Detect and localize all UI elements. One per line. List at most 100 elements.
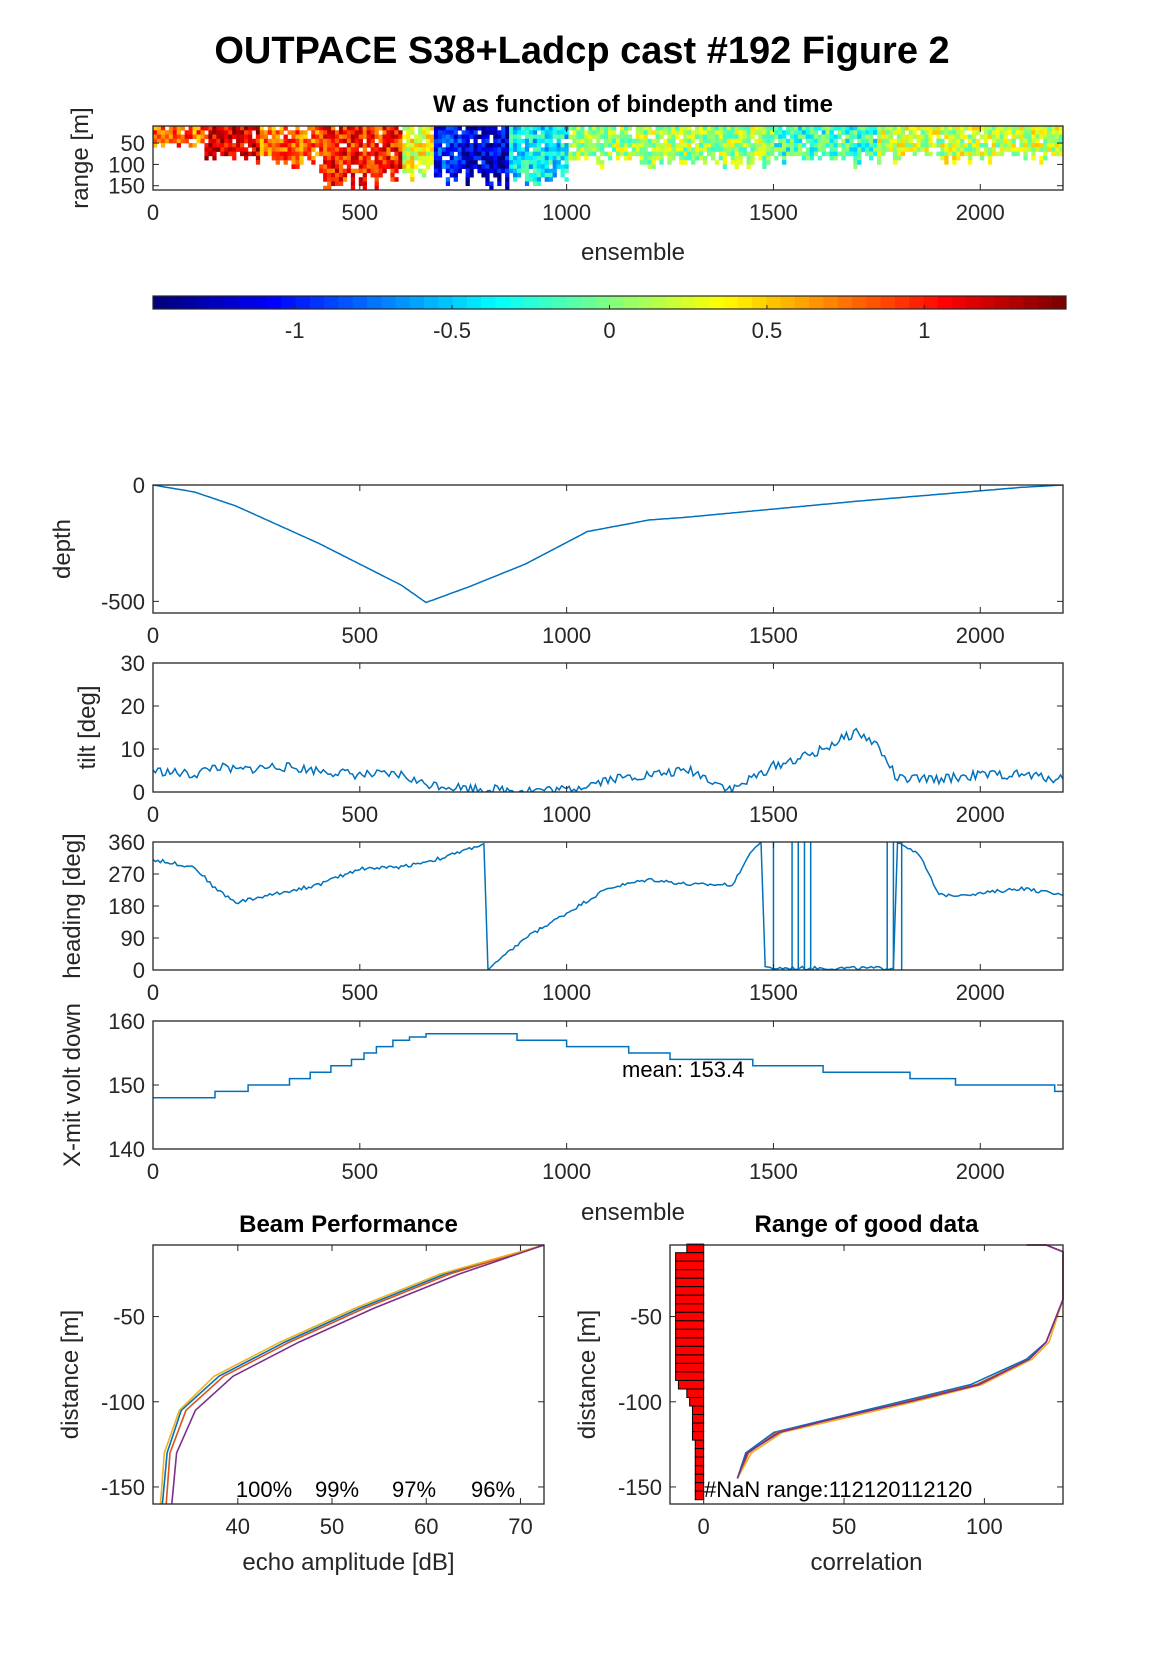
w-heatmap-cell xyxy=(540,134,545,140)
w-heatmap-cell xyxy=(702,138,708,144)
w-heatmap-cell xyxy=(350,134,356,140)
w-heatmap-cell xyxy=(192,126,197,131)
w-heatmap-cell xyxy=(362,130,367,135)
w-heatmap-cell xyxy=(972,143,977,148)
w-heatmap-cell xyxy=(572,155,577,161)
w-heatmap-cell xyxy=(358,151,363,157)
w-heatmap-cell xyxy=(224,143,229,148)
w-heatmap-cell xyxy=(291,143,296,148)
w-heatmap-cell xyxy=(572,134,577,140)
w-heatmap-cell xyxy=(390,168,395,174)
w-heatmap-cell xyxy=(797,151,803,157)
volt_ts-series-group xyxy=(153,1033,1063,1099)
w-heatmap-cell xyxy=(402,164,407,169)
w-heatmap-cell xyxy=(659,143,664,148)
w-heatmap-cell xyxy=(920,138,925,144)
tilt_ts-line xyxy=(153,727,1063,792)
w-heatmap-cell xyxy=(485,168,490,174)
w-heatmap-cell xyxy=(687,143,692,148)
w-heatmap-cell xyxy=(643,151,648,157)
w-heatmap-cell xyxy=(999,134,1004,140)
w-heatmap-cell xyxy=(651,155,656,161)
w-heatmap-cell xyxy=(936,143,941,148)
w-heatmap-cell xyxy=(884,126,890,131)
w-heatmap-cell xyxy=(655,134,660,140)
w-heatmap-cell xyxy=(358,126,363,131)
w-heatmap-cell xyxy=(821,151,826,157)
w-heatmap-cell xyxy=(999,147,1004,152)
w-heatmap-cell xyxy=(422,130,427,135)
w-heatmap-cell xyxy=(540,160,545,165)
w-heatmap-cell xyxy=(390,155,395,161)
heading_ts-ytick-label-4: 360 xyxy=(108,830,145,855)
w-heatmap-cell xyxy=(497,168,502,174)
w-heatmap-cell xyxy=(813,151,818,157)
w-heatmap-cell xyxy=(331,181,336,187)
w-heatmap-cell xyxy=(809,151,815,157)
w-heatmap-cell xyxy=(374,168,379,174)
w-heatmap-cell xyxy=(687,138,692,144)
w-heatmap-cell xyxy=(750,147,755,152)
w_image-ylabel: range [m] xyxy=(67,107,94,208)
w-heatmap-cell xyxy=(505,160,510,165)
range_good-nan-bar-28 xyxy=(694,1482,705,1492)
w-heatmap-cell xyxy=(639,160,644,165)
w-heatmap-cell xyxy=(881,147,886,152)
w-heatmap-cell xyxy=(374,181,379,187)
w-heatmap-cell xyxy=(358,138,363,144)
w-heatmap-cell xyxy=(849,151,854,157)
w-heatmap-cell xyxy=(350,168,356,174)
w-heatmap-cell xyxy=(778,134,783,140)
w-heatmap-cell xyxy=(1035,130,1040,135)
w-heatmap-cell xyxy=(473,130,478,135)
w-heatmap-cell xyxy=(362,143,367,148)
w-heatmap-cell xyxy=(473,147,478,152)
w-heatmap-cell xyxy=(406,160,411,165)
w-heatmap-cell xyxy=(489,147,494,152)
w-heatmap-cell xyxy=(615,147,621,152)
w-heatmap-cell xyxy=(706,147,712,152)
w-heatmap-cell xyxy=(1043,130,1048,135)
colorbar-swatch xyxy=(609,296,625,309)
w-heatmap-cell xyxy=(406,130,411,135)
w-heatmap-cell xyxy=(315,134,320,140)
w-heatmap-cell xyxy=(920,143,925,148)
w-heatmap-cell xyxy=(346,160,352,165)
w-heatmap-cell xyxy=(829,143,834,148)
w-heatmap-cell xyxy=(216,130,221,135)
w-heatmap-cell xyxy=(924,130,929,135)
colorbar-swatch xyxy=(794,296,810,309)
w-heatmap-cell xyxy=(517,155,522,161)
w-heatmap-cell xyxy=(501,138,506,144)
w-heatmap-cell xyxy=(394,160,399,165)
w-heatmap-cell xyxy=(1019,134,1024,140)
w-heatmap-cell xyxy=(600,130,605,135)
w-heatmap-cell xyxy=(829,147,834,152)
w-heatmap-cell xyxy=(588,134,593,140)
w-heatmap-cell xyxy=(916,138,921,144)
w-heatmap-cell xyxy=(489,126,494,131)
w-heatmap-cell xyxy=(327,126,332,131)
w-heatmap-cell xyxy=(623,151,629,157)
w-heatmap-cell xyxy=(813,143,818,148)
w-heatmap-cell xyxy=(485,134,490,140)
w-heatmap-cell xyxy=(659,126,664,131)
w-heatmap-cell xyxy=(548,134,553,140)
w-heatmap-cell xyxy=(536,126,542,131)
w-heatmap-cell xyxy=(742,134,747,140)
w-heatmap-cell xyxy=(536,177,542,182)
colorbar-swatch xyxy=(267,296,282,309)
w-heatmap-cell xyxy=(619,147,625,152)
w-heatmap-cell xyxy=(509,130,514,135)
w-heatmap-cell xyxy=(813,147,818,152)
w-heatmap-cell xyxy=(1043,134,1048,140)
w-heatmap-cell xyxy=(331,130,336,135)
w-heatmap-cell xyxy=(378,155,383,161)
w-heatmap-cell xyxy=(940,126,945,131)
w-heatmap-cell xyxy=(995,126,1000,131)
w-heatmap-cell xyxy=(532,134,538,140)
w-heatmap-cell xyxy=(358,130,363,135)
w-heatmap-cell xyxy=(251,151,257,157)
w-heatmap-cell xyxy=(805,155,811,161)
w-heatmap-cell xyxy=(224,151,229,157)
